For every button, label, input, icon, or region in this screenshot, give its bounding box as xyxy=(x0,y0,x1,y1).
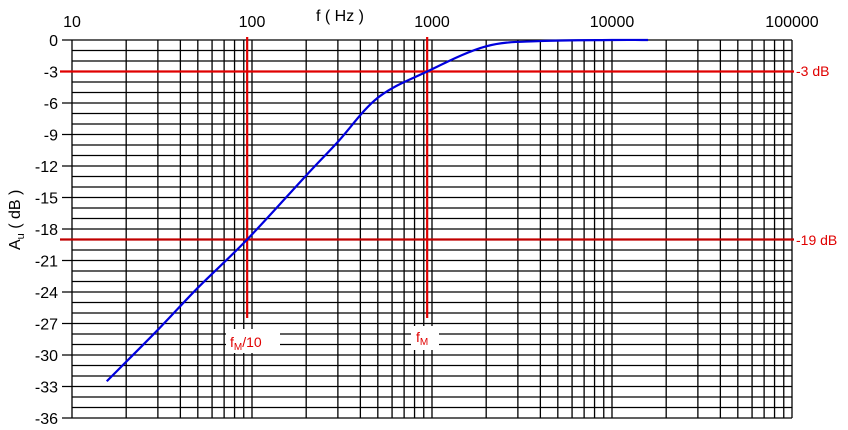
y-tick-labels: 0 -3 -6 -9 -12 -15 -18 -21 -24 -27 -30 -33 -36 xyxy=(35,33,58,428)
series-au-line xyxy=(105,38,649,383)
x-tick-label: 100 xyxy=(239,14,266,31)
label-minus-19-db: -19 dB xyxy=(796,232,837,248)
x-tick-label: 10000 xyxy=(590,14,635,31)
y-tick-label: -27 xyxy=(35,317,58,334)
y-tick-label: 0 xyxy=(49,33,58,50)
x-tick-label: 10 xyxy=(63,14,81,31)
y-tick-label: -15 xyxy=(35,191,58,208)
y-axis-title: Au ( dB ) xyxy=(7,190,27,250)
reference-labels: fM/10 fM -3 dB -19 dB xyxy=(226,63,837,353)
x-tick-labels: 10 100 1000 10000 100000 xyxy=(63,14,819,31)
label-fm: fM xyxy=(416,329,428,348)
y-tick-label: -21 xyxy=(35,254,58,271)
x-tick-label: 1000 xyxy=(414,14,450,31)
label-minus-3-db: -3 dB xyxy=(796,63,829,79)
x-tick-label: 100000 xyxy=(765,14,818,31)
y-tick-label: -18 xyxy=(35,222,58,239)
y-tick-label: -6 xyxy=(44,96,58,113)
label-fm-10: fM/10 xyxy=(230,334,262,353)
y-tick-label: -36 xyxy=(35,411,58,428)
y-tick-label: -24 xyxy=(35,285,58,302)
y-tick-label: -12 xyxy=(35,159,58,176)
y-tick-label: -3 xyxy=(44,65,58,82)
y-tick-label: -30 xyxy=(35,348,58,365)
reference-lines xyxy=(60,37,794,318)
y-tick-label: -9 xyxy=(44,128,58,145)
y-tick-label: -33 xyxy=(35,380,58,397)
x-axis-title: f ( Hz ) xyxy=(316,8,364,25)
